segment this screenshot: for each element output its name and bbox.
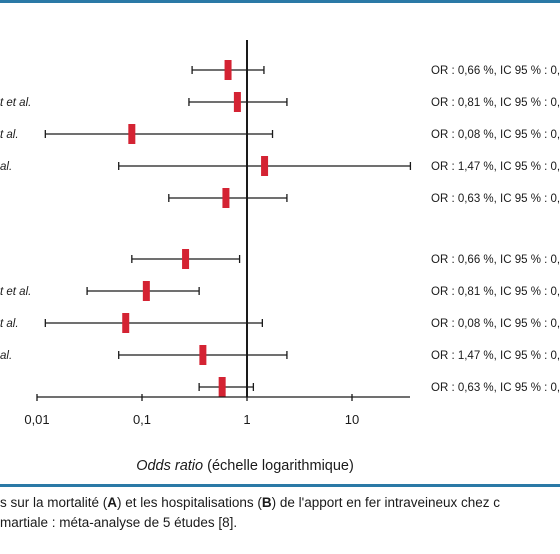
or-ci-label: OR : 1,47 %, IC 95 % : 0,0 bbox=[431, 350, 560, 362]
x-tick-label: 0,1 bbox=[133, 412, 151, 427]
study-label: al. bbox=[0, 350, 12, 362]
study-label: t al. bbox=[0, 318, 19, 330]
caption-text-1a: s sur la mortalité ( bbox=[0, 495, 108, 510]
or-ci-label: OR : 0,63 %, IC 95 % : 0,0 bbox=[431, 382, 560, 394]
or-ci-label: OR : 0,08 %, IC 95 % : 0,0 bbox=[431, 318, 560, 330]
or-ci-label: OR : 0,81 %, IC 95 % : 0, bbox=[431, 97, 560, 109]
study-label: t al. bbox=[0, 129, 19, 141]
or-marker bbox=[182, 249, 190, 269]
caption-text-1c: ) de l'apport en fer intraveineux chez c bbox=[271, 495, 501, 510]
x-axis-title: Odds ratio (échelle logarithmique) bbox=[136, 458, 354, 474]
or-marker bbox=[261, 156, 269, 176]
top-rule bbox=[0, 0, 560, 3]
figure-caption: s sur la mortalité (A) et les hospitalis… bbox=[0, 493, 560, 533]
or-ci-label: OR : 0,08 %, IC 95 % : 0, bbox=[431, 129, 560, 141]
x-axis-title-italic: Odds ratio bbox=[136, 458, 203, 474]
or-marker bbox=[142, 281, 150, 301]
caption-panel-a: A bbox=[107, 495, 118, 510]
or-ci-label: OR : 0,63 %, IC 95 % : 0, bbox=[431, 193, 560, 205]
caption-line-2: martiale : méta-analyse de 5 études [8]. bbox=[0, 515, 238, 530]
study-label: al. bbox=[0, 161, 12, 173]
bottom-rule bbox=[0, 484, 560, 487]
forest-plot: OR : 0,66 %, IC 95 % : 0, t et al. OR : 0,… bbox=[0, 40, 560, 474]
caption-panel-b: B bbox=[261, 495, 272, 510]
caption-text-1b: ) et les hospitalisations ( bbox=[117, 495, 262, 510]
or-marker bbox=[222, 188, 230, 208]
x-tick-label: 0,01 bbox=[24, 412, 49, 427]
or-marker bbox=[128, 124, 136, 144]
or-ci-label: OR : 0,81 %, IC 95 % : 0,0 bbox=[431, 286, 560, 298]
study-label: t et al. bbox=[0, 97, 31, 109]
or-marker bbox=[199, 345, 207, 365]
or-marker bbox=[122, 313, 130, 333]
or-ci-label: OR : 0,66 %, IC 95 % : 0, bbox=[431, 65, 560, 77]
caption-line-1: s sur la mortalité (A) et les hospitalis… bbox=[0, 493, 560, 513]
study-label: t et al. bbox=[0, 286, 31, 298]
x-tick-label: 10 bbox=[345, 412, 359, 427]
x-tick-label: 1 bbox=[243, 412, 250, 427]
or-ci-label: OR : 1,47 %, IC 95 % : 0,0 bbox=[431, 161, 560, 173]
x-axis-title-rest: (échelle logarithmique) bbox=[203, 458, 354, 474]
or-ci-label: OR : 0,66 %, IC 95 % : 0,0 bbox=[431, 254, 560, 266]
or-marker bbox=[218, 377, 226, 397]
or-marker bbox=[224, 60, 232, 80]
or-marker bbox=[233, 92, 241, 112]
